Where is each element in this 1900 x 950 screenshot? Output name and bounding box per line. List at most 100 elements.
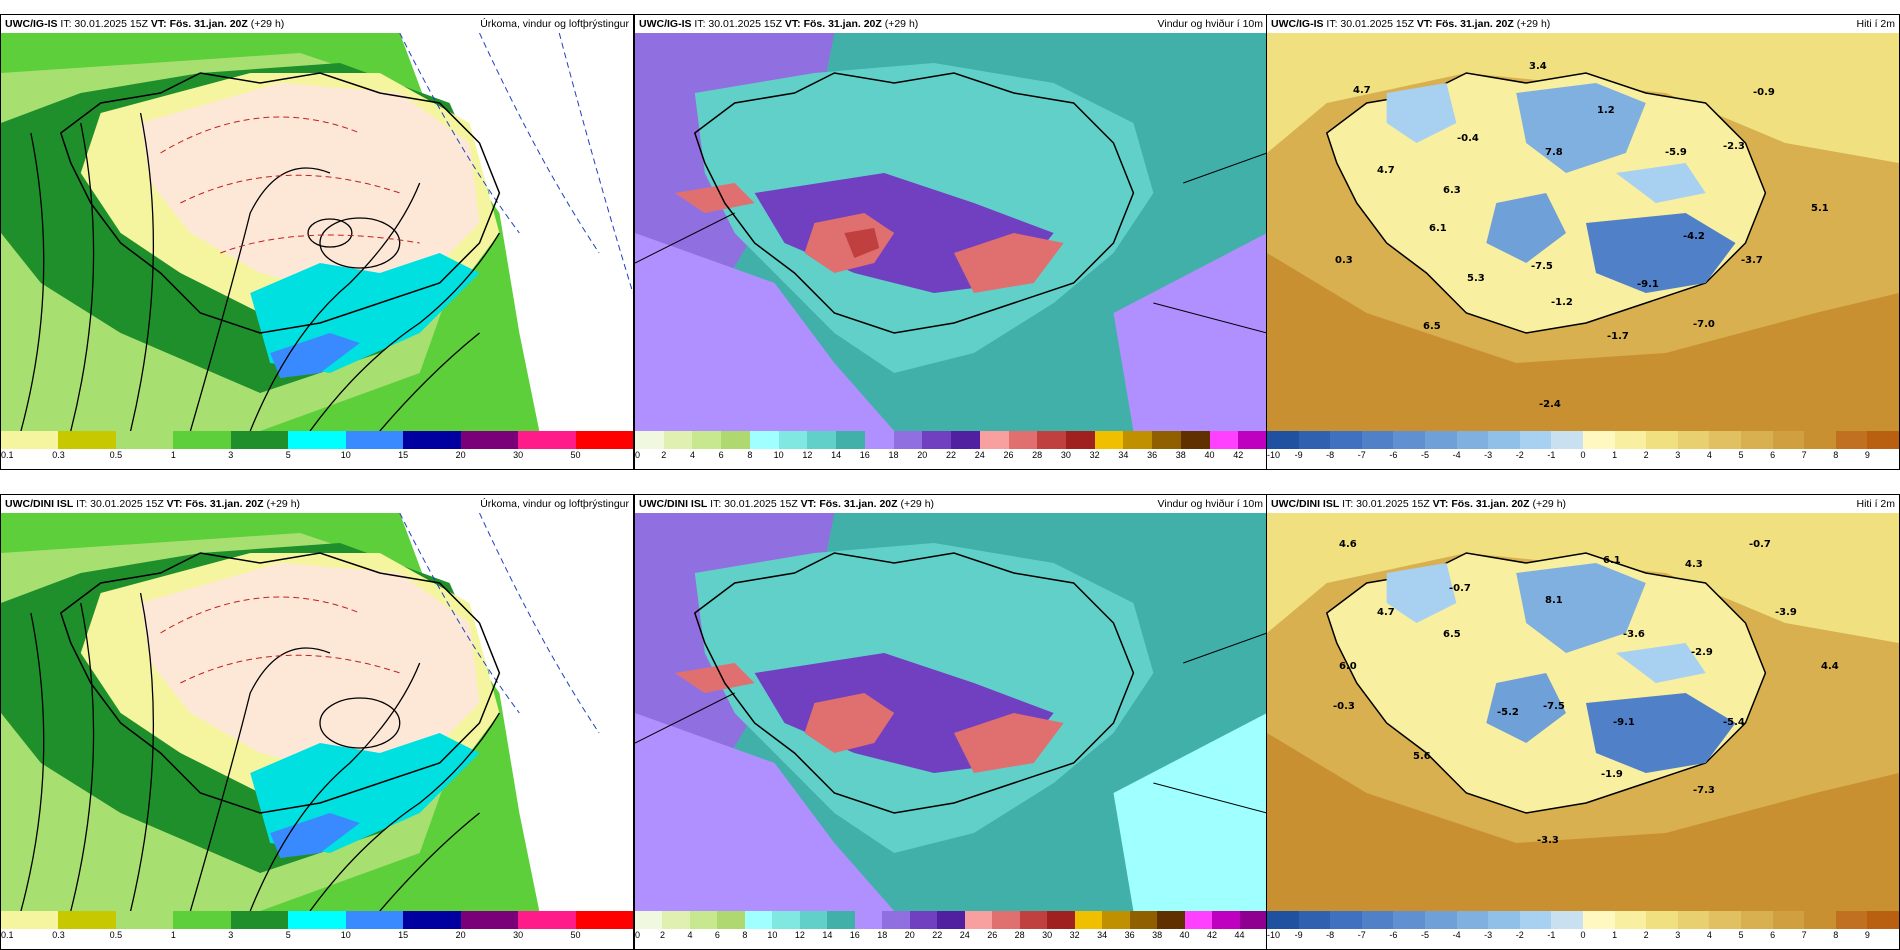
legend-tick: 1 xyxy=(1612,450,1618,460)
lead-time: (+29 h) xyxy=(884,18,919,30)
legend-tick: 40 xyxy=(1179,930,1190,940)
model-name: UWC/DINI ISL xyxy=(639,498,708,510)
lead-time: (+29 h) xyxy=(250,18,285,30)
legend-swatch xyxy=(345,911,404,929)
legend-tick: 44 xyxy=(1234,930,1245,940)
legend-tick: 5 xyxy=(285,450,291,460)
temp-value: 6.1 xyxy=(1603,555,1621,566)
legend-tick: 10 xyxy=(340,450,351,460)
legend-tick: 3 xyxy=(228,450,234,460)
legend-tick: 8 xyxy=(1833,930,1839,940)
legend-tick: 30 xyxy=(1060,450,1071,460)
temp-value: 4.4 xyxy=(1821,661,1839,672)
legend-tick: 10 xyxy=(340,930,351,940)
legend-swatch xyxy=(799,911,828,929)
legend-tick: 28 xyxy=(1014,930,1025,940)
legend-swatch xyxy=(1298,911,1331,929)
legend-tick: 12 xyxy=(802,450,813,460)
legend-tick: 9 xyxy=(1864,930,1870,940)
panel-bottom-wind: UWC/DINI ISL IT: 30.01.2025 15Z VT: Fös.… xyxy=(634,494,1268,950)
init-time: IT: 30.01.2025 15Z xyxy=(1342,498,1430,510)
legend-swatch xyxy=(1804,911,1836,929)
legend-tick: 15 xyxy=(398,930,409,940)
legend-tick: -3 xyxy=(1484,930,1493,940)
legend-swatch xyxy=(951,431,980,449)
legend-swatch xyxy=(979,431,1009,449)
legend-swatch xyxy=(1835,431,1868,449)
legend-tick: 0 xyxy=(635,930,641,940)
legend-tick: 4 xyxy=(1706,930,1712,940)
legend-tick: 26 xyxy=(1003,450,1014,460)
legend-tick: 10 xyxy=(773,450,784,460)
legend-tick: 0 xyxy=(1580,930,1586,940)
temp-legend-ticks: -10 -9 -8 -7 -6 -5 -4 -3 -2 -1 0 1 2 3 4 5 6 7 8 9 xyxy=(1267,929,1899,941)
legend-tick: 24 xyxy=(959,930,970,940)
legend-tick: 6 xyxy=(714,930,720,940)
temp-legend xyxy=(1267,911,1899,929)
legend-tick: -5 xyxy=(1420,450,1430,460)
precip-map xyxy=(1,513,633,911)
legend-tick: -4 xyxy=(1452,450,1461,460)
header: UWC/IG-IS IT: 30.01.2025 15Z VT: Fös. 31… xyxy=(635,15,1267,33)
wind-map xyxy=(635,513,1267,911)
temp-value: 4.3 xyxy=(1685,559,1703,570)
legend-tick: -2 xyxy=(1515,930,1524,940)
legend-tick: 6 xyxy=(718,450,724,460)
wind-legend xyxy=(635,911,1267,929)
legend-swatch xyxy=(1212,911,1240,929)
temp-value: 5.6 xyxy=(1413,751,1431,762)
legend-swatch xyxy=(1,431,59,449)
temp-value: -1.2 xyxy=(1551,297,1573,308)
legend-swatch xyxy=(575,431,633,449)
temp-value: 6.0 xyxy=(1339,661,1357,672)
legend-swatch xyxy=(1709,431,1741,449)
temp-value: -4.2 xyxy=(1683,231,1705,242)
legend-tick: 2 xyxy=(1643,450,1649,460)
temp-value: -7.0 xyxy=(1693,319,1715,330)
temp-value: 5.1 xyxy=(1811,203,1829,214)
temp-value: 1.2 xyxy=(1597,105,1615,116)
legend-swatch xyxy=(854,911,883,929)
legend-swatch xyxy=(882,911,910,929)
init-time: IT: 30.01.2025 15Z xyxy=(1326,18,1414,30)
legend-tick: 18 xyxy=(888,450,899,460)
panel-title: Vindur og hviður í 10m xyxy=(1157,18,1263,30)
temp-value: -9.1 xyxy=(1637,279,1659,290)
legend-swatch xyxy=(173,911,231,929)
temp-value: -1.7 xyxy=(1607,331,1629,342)
lead-time: (+29 h) xyxy=(1532,498,1567,510)
legend-tick: 7 xyxy=(1801,930,1807,940)
legend-swatch xyxy=(1740,431,1773,449)
panel-top-temp: UWC/IG-IS IT: 30.01.2025 15Z VT: Fös. 31… xyxy=(1266,14,1900,470)
temp-value: -2.9 xyxy=(1691,647,1713,658)
legend-swatch xyxy=(909,911,938,929)
legend-swatch xyxy=(893,431,923,449)
precip-legend xyxy=(1,911,633,929)
legend-tick: 16 xyxy=(859,450,870,460)
legend-tick: 4 xyxy=(687,930,693,940)
legend-swatch xyxy=(1614,911,1647,929)
panel-title: Úrkoma, vindur og loftþrýstingur xyxy=(480,18,629,30)
legend-swatch xyxy=(345,431,404,449)
legend-tick: 8 xyxy=(1833,450,1839,460)
legend-swatch xyxy=(1740,911,1773,929)
temp-value: -1.9 xyxy=(1601,769,1623,780)
legend-tick: 4 xyxy=(1706,450,1712,460)
legend-swatch xyxy=(1393,911,1425,929)
lead-time: (+29 h) xyxy=(266,498,301,510)
legend-swatch xyxy=(692,431,722,449)
legend-tick: 3 xyxy=(228,930,234,940)
legend-swatch xyxy=(1102,911,1130,929)
legend-swatch xyxy=(922,431,952,449)
legend-swatch xyxy=(173,431,231,449)
legend-swatch xyxy=(992,911,1020,929)
model-name: UWC/IG-IS xyxy=(639,18,692,30)
legend-tick: 40 xyxy=(1204,450,1215,460)
legend-tick: 3 xyxy=(1675,930,1681,940)
legend-tick: 42 xyxy=(1233,450,1244,460)
valid-time: VT: Fös. 31.jan. 20Z xyxy=(784,18,882,30)
temp-value: -7.5 xyxy=(1543,701,1565,712)
legend-tick: 22 xyxy=(945,450,957,460)
legend-swatch xyxy=(937,911,965,929)
legend-swatch xyxy=(1298,431,1331,449)
